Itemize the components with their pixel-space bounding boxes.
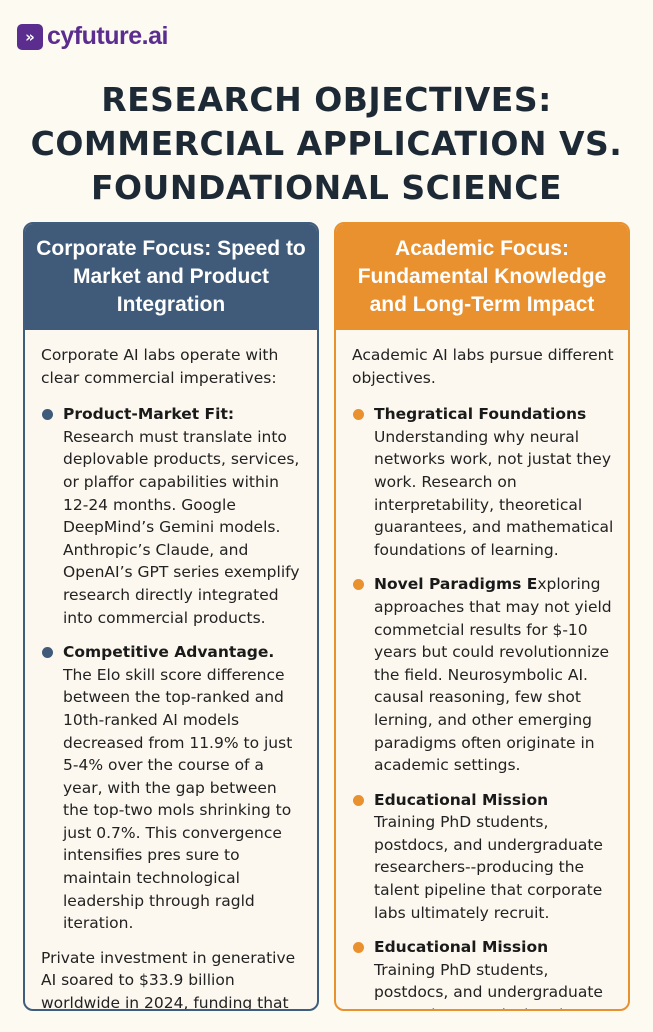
academic-focus-card: Academic Focus: Fundamental Knowledge an… [334, 222, 630, 1011]
list-item: Competitive Advantage. The Elo skill sco… [41, 641, 303, 935]
academic-heading: Academic Focus: Fundamental Knowledge an… [336, 224, 628, 330]
bullet-icon [353, 794, 364, 806]
item-text: Understanding why neural networks work, … [374, 427, 614, 559]
corporate-intro: Corporate AI labs operate with clear com… [41, 346, 279, 387]
item-text: xploring approaches that may not yield c… [374, 575, 612, 775]
list-item: Educational Mission Training PhD student… [352, 789, 614, 925]
list-item: Novel Paradigms Exploring approaches tha… [352, 573, 614, 776]
bullet-icon [353, 942, 364, 954]
item-label: Educational Mission [374, 938, 549, 957]
item-text: Training PhD students, postdocs, and und… [374, 813, 603, 922]
logo-text: cyfuture.ai [47, 22, 168, 50]
bullet-icon [353, 409, 364, 421]
bullet-icon [353, 579, 364, 591]
page-title: RESEARCH OBJECTIVES: COMMERCIAL APPLICAT… [30, 80, 623, 207]
corporate-heading: Corporate Focus: Speed to Market and Pro… [25, 224, 317, 330]
item-label: Thegratical Foundations [374, 405, 587, 424]
item-text: Research must translate into deplovable … [63, 427, 300, 627]
academic-intro: Academic AI labs pursue different object… [352, 346, 614, 387]
list-item: Product-Market Fit: Research must transl… [41, 403, 303, 629]
bullet-icon [42, 647, 53, 659]
logo-mark-icon: » [17, 23, 43, 50]
item-label: Competitive Advantage. [63, 643, 275, 662]
list-item: Thegratical Foundations Understanding wh… [352, 403, 614, 561]
item-text: The Elo skill score difference between t… [63, 665, 293, 933]
item-label: Novel Paradigms E [374, 575, 538, 594]
bullet-icon [42, 409, 53, 421]
corporate-outro: Private investment in generative AI soar… [41, 948, 296, 1011]
item-text: Training PhD students, postdocs, and und… [374, 960, 603, 1009]
list-item: Educational Mission Training PhD student… [352, 936, 614, 1009]
corporate-focus-card: Corporate Focus: Speed to Market and Pro… [23, 222, 319, 1011]
item-label: Product-Market Fit: [63, 405, 235, 424]
item-label: Educational Mission [374, 790, 549, 809]
brand-logo: » cyfuture.ai [17, 22, 168, 51]
